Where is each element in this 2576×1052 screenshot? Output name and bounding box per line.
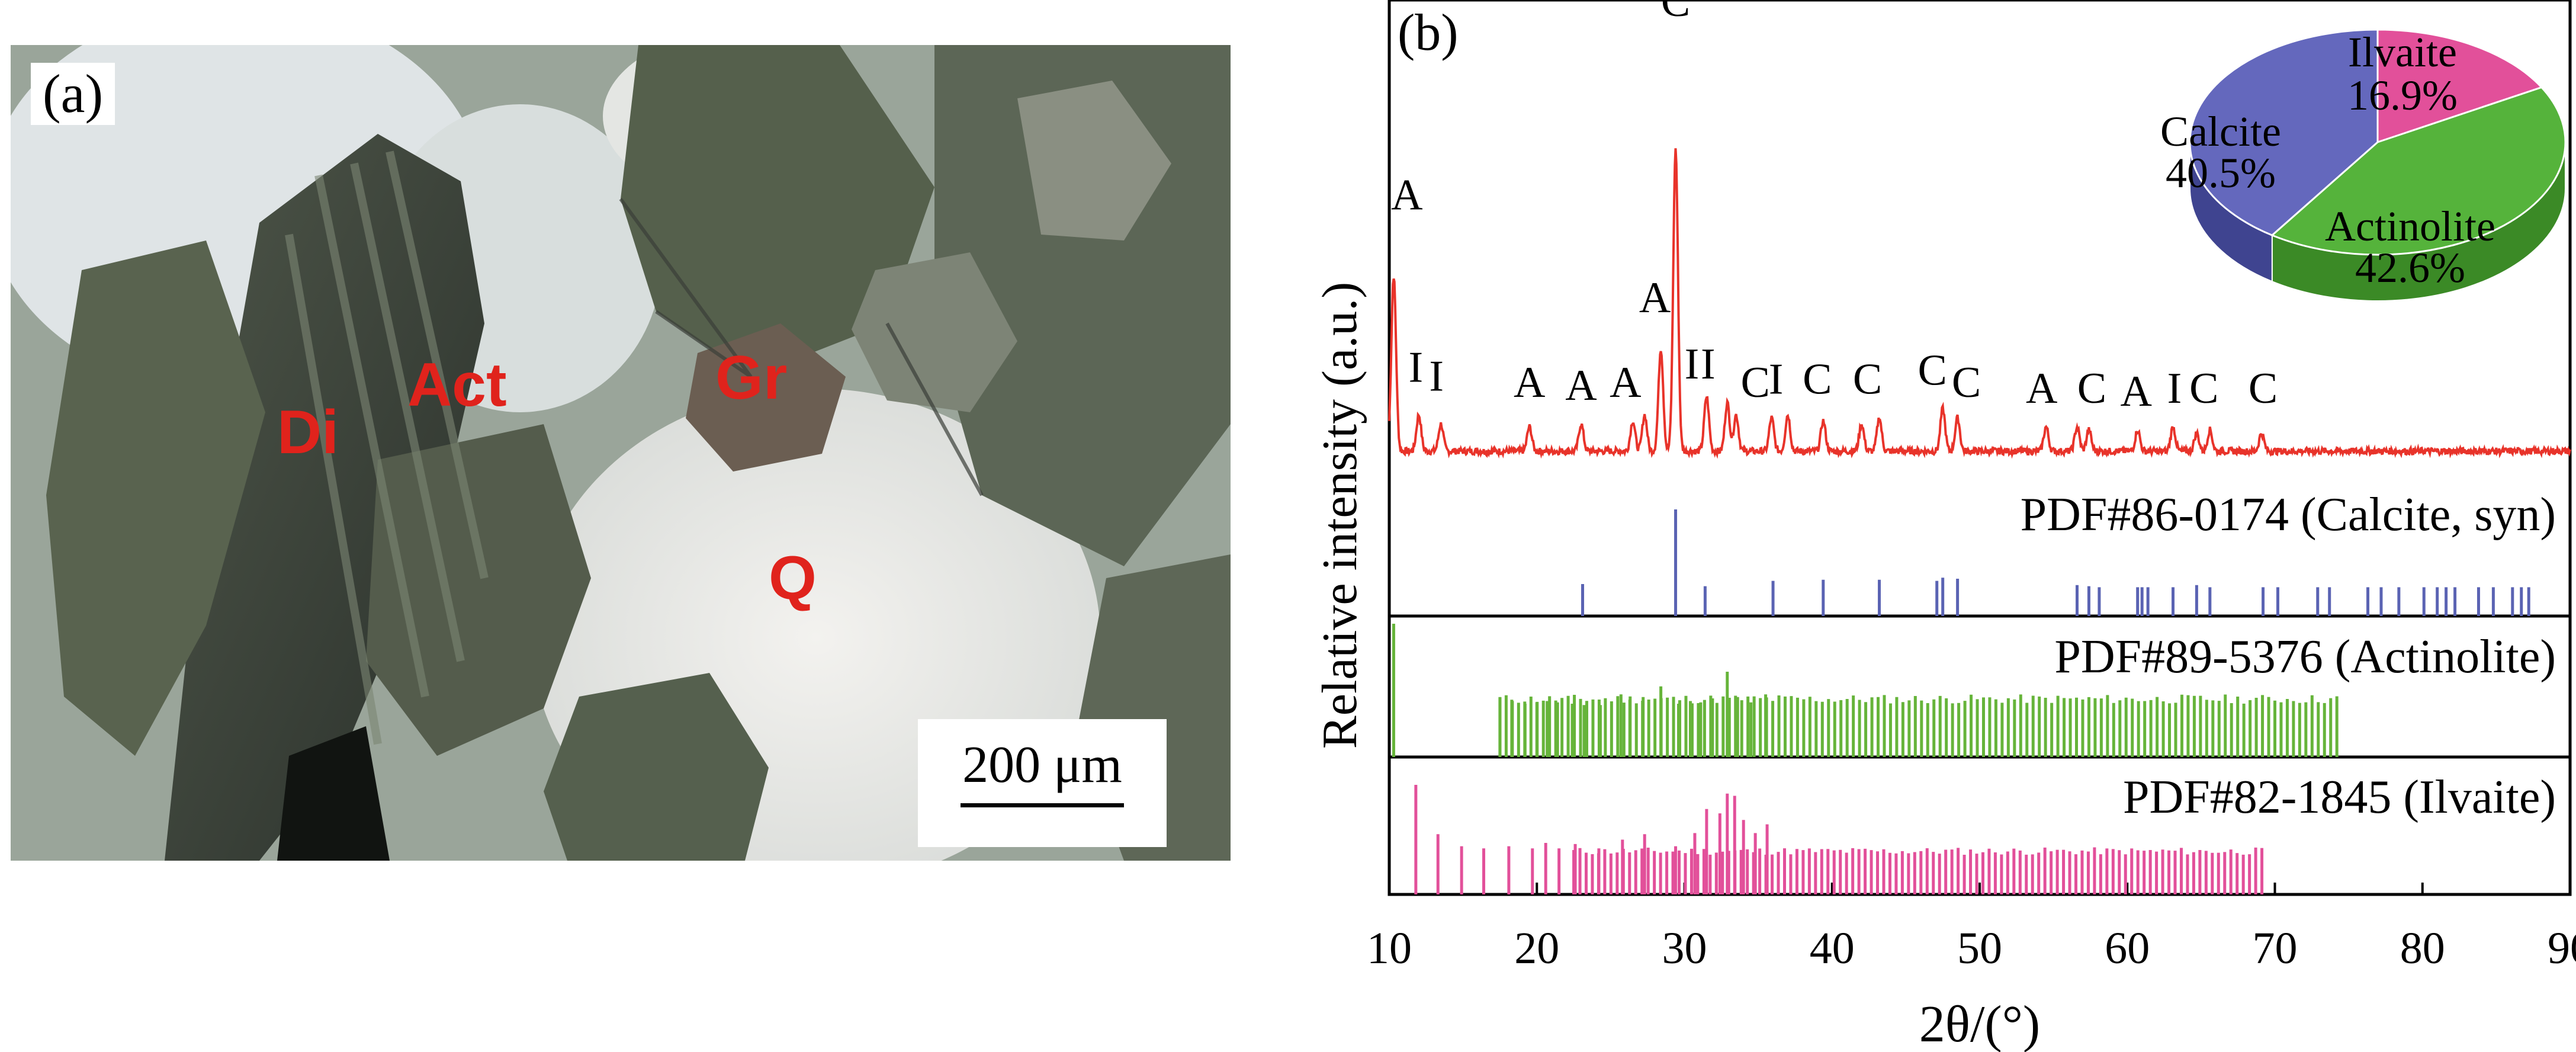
- mineral-label-gr: Gr: [715, 344, 788, 412]
- peak-label: A: [1610, 358, 1641, 407]
- xrd-pattern-line: [1388, 148, 2571, 459]
- peak-label: I: [1769, 355, 1784, 404]
- xrd-chart: (b) Relative intensity (a.u.) 2θ/(°) 10 2…: [1312, 0, 2576, 1052]
- peak-label: I: [1685, 340, 1700, 389]
- pie-slice-value: 40.5%: [2166, 149, 2276, 197]
- x-tick-label: 30: [1662, 923, 1707, 973]
- x-tick-label: 20: [1514, 923, 1559, 973]
- pie-slice-label: Actinolite: [2325, 203, 2495, 250]
- peak-label: A: [1391, 171, 1422, 220]
- peak-label: C: [1952, 358, 1981, 407]
- panel-b-label: (b): [1398, 4, 1459, 62]
- peak-label: C: [1918, 346, 1947, 394]
- peak-label: I: [1429, 352, 1444, 401]
- peak-label: C: [1661, 0, 1690, 26]
- peak-label: A: [2026, 364, 2057, 413]
- peak-label: A: [1565, 361, 1597, 410]
- pie-slice: [2376, 28, 2543, 144]
- panel-a-label: (a): [31, 63, 115, 125]
- x-tick-label: 50: [1957, 923, 2002, 973]
- peak-label: I: [1701, 340, 1716, 389]
- pie-slice-value: 42.6%: [2355, 244, 2465, 291]
- x-tick-label: 70: [2253, 923, 2298, 973]
- micrograph-image: [11, 45, 1231, 861]
- pie-slice-label: Ilvaite: [2348, 28, 2457, 76]
- reference-patterns: PDF#86-0174 (Calcite, syn) PDF#89-5376 (A…: [1389, 489, 2570, 894]
- peak-label: A: [1639, 274, 1671, 322]
- mineral-label-q: Q: [769, 544, 817, 612]
- reference-pattern-name: PDF#86-0174 (Calcite, syn): [2021, 489, 2556, 541]
- reference-pattern-name: PDF#89-5376 (Actinolite): [2054, 631, 2556, 683]
- pie-slice-value: 16.9%: [2347, 72, 2458, 119]
- peak-label: A: [2120, 367, 2151, 416]
- pie-slice-label: Calcite: [2160, 108, 2281, 155]
- y-axis-label: Relative intensity (a.u.): [1312, 282, 1367, 749]
- pie-slice: [2189, 28, 2379, 236]
- peak-label: C: [1803, 355, 1832, 404]
- scale-bar-box: 200 μm: [918, 719, 1167, 847]
- mineral-label-act: Act: [407, 351, 507, 419]
- x-tick-label: 90: [2548, 923, 2576, 973]
- peak-label: C: [2077, 364, 2106, 413]
- x-axis-label: 2θ/(°): [1919, 996, 2040, 1052]
- xrd-panel: (b) Relative intensity (a.u.) 2θ/(°) 10 2…: [1291, 0, 2576, 1052]
- peak-label: I: [2167, 364, 2182, 413]
- peak-label: C: [1740, 358, 1769, 407]
- micrograph-panel: (a) Di Act Gr Q 200 μm: [11, 45, 1231, 861]
- peak-label: C: [2249, 364, 2278, 413]
- scale-bar-line: [961, 803, 1124, 807]
- peak-label: C: [1853, 355, 1882, 404]
- pie-slice: [2270, 86, 2567, 256]
- x-tick-label: 40: [1810, 923, 1855, 973]
- x-tick-label: 60: [2105, 923, 2150, 973]
- mineral-label-di: Di: [277, 398, 339, 467]
- x-axis-ticks: 10 20 30 40 50 60 70 80 90: [1367, 883, 2576, 973]
- reference-pattern-name: PDF#82-1845 (Ilvaite): [2123, 771, 2556, 823]
- x-tick-label: 80: [2400, 923, 2445, 973]
- peak-label: I: [1409, 343, 1424, 392]
- scale-bar-label: 200 μm: [962, 736, 1122, 794]
- peak-label: C: [2189, 364, 2218, 413]
- peak-label: A: [1514, 358, 1545, 407]
- x-tick-label: 10: [1367, 923, 1412, 973]
